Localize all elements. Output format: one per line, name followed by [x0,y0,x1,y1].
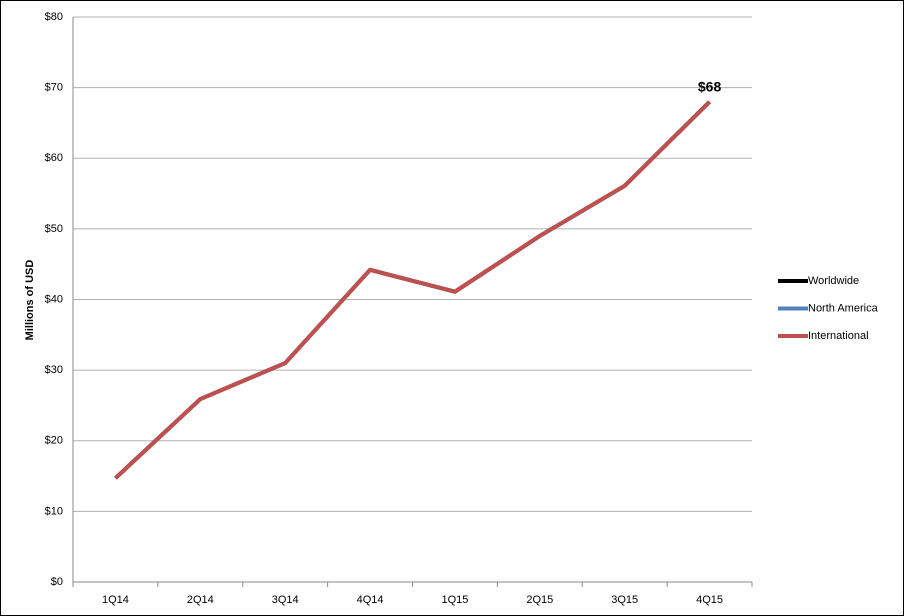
y-tick-label: $80 [45,11,63,23]
x-tick-label: 1Q15 [441,594,468,606]
y-tick-label: $20 [45,435,63,447]
series-line [114,100,711,480]
x-tick-label: 4Q14 [357,594,384,606]
x-tick-label: 4Q15 [696,594,723,606]
y-axis-title: Millions of USD [24,260,36,341]
y-tick-label: $60 [45,152,63,164]
x-tick-label: 2Q15 [526,594,553,606]
y-tick-label: $0 [51,576,63,588]
legend-label: International [808,330,869,342]
y-tick-label: $50 [45,223,63,235]
x-tick-label: 3Q14 [272,594,299,606]
x-tick-label: 2Q14 [187,594,214,606]
y-tick-label: $70 [45,82,63,94]
y-tick-label: $10 [45,505,63,517]
legend-label: Worldwide [808,275,859,287]
x-tick-label: 3Q15 [611,594,638,606]
y-tick-label: $40 [45,293,63,305]
x-tick-label: 1Q14 [102,594,129,606]
legend-label: North America [808,302,879,314]
data-label: $68 [698,78,722,94]
y-tick-label: $30 [45,364,63,376]
